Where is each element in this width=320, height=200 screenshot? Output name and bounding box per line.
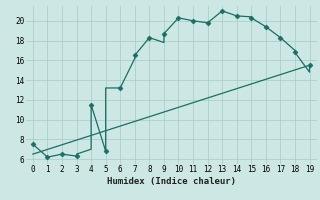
X-axis label: Humidex (Indice chaleur): Humidex (Indice chaleur) — [107, 177, 236, 186]
